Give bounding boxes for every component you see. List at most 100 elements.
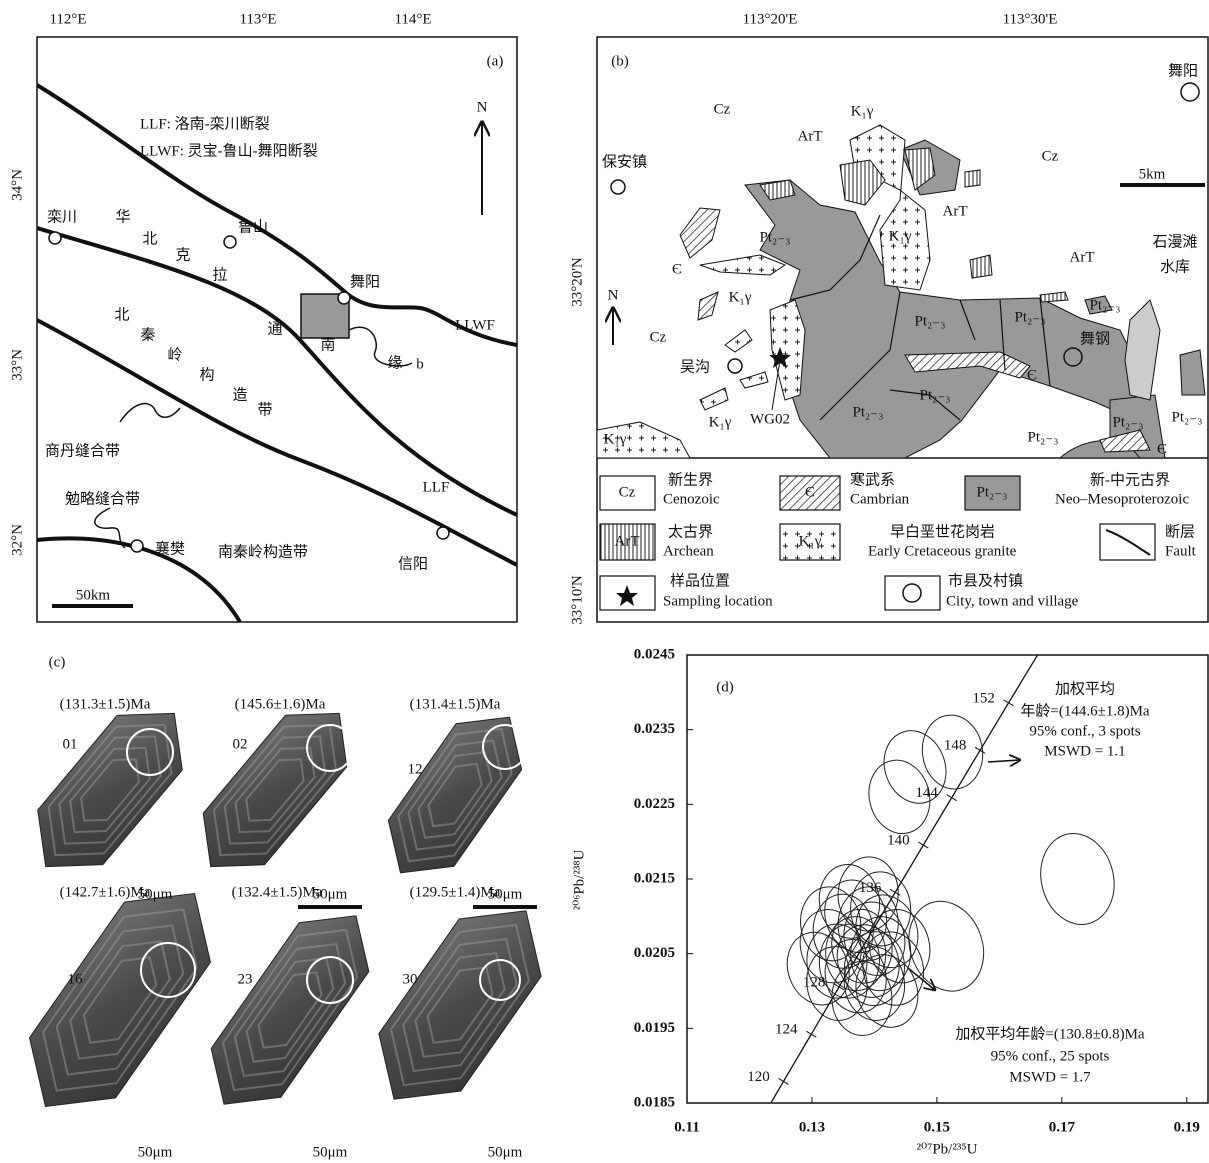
unit-label: Є — [1157, 441, 1167, 457]
zircon — [368, 694, 543, 896]
place: 信阳 — [398, 555, 428, 572]
arrow — [988, 760, 1020, 762]
age-label: 128 — [803, 974, 826, 990]
lon-label: 113°E — [239, 11, 276, 27]
unit-label: Pt₂₋₃ — [1090, 297, 1121, 313]
legend-en: Early Cretaceous granite — [868, 543, 1017, 559]
error-ellipse — [1031, 826, 1123, 933]
lat-label: 34°N — [9, 169, 25, 201]
lon-label: 112°E — [49, 11, 86, 27]
zircon-body — [368, 694, 543, 896]
unit-label: Є — [672, 261, 682, 277]
place: 保安镇 — [602, 153, 647, 170]
age-label: 148 — [944, 738, 967, 754]
unit-label: Pt₂₋₃ — [1028, 429, 1059, 445]
age-tick — [779, 1078, 789, 1084]
zircon — [353, 882, 567, 1128]
unit-label: Є — [1027, 367, 1037, 383]
zircon-body — [13, 686, 207, 894]
label: 南秦岭构造带 — [218, 543, 308, 560]
label: N — [608, 287, 619, 303]
annotation: MSWD = 1.1 — [1044, 743, 1125, 759]
unit-label: K₁γ — [604, 431, 627, 447]
legend-box — [885, 576, 940, 610]
spot: 01 — [63, 736, 78, 752]
unit-label: K₁γ — [729, 289, 752, 305]
annotation: MSWD = 1.7 — [1009, 1069, 1091, 1085]
age-tick — [975, 747, 985, 753]
label: WG02 — [750, 411, 790, 427]
zircons — [2, 686, 566, 1163]
age-label: 152 — [972, 690, 995, 706]
x-tick-label: 0.11 — [674, 1119, 699, 1135]
legend-en: Fault — [1165, 543, 1197, 559]
zircon-body — [189, 891, 391, 1128]
panel-label: (d) — [716, 679, 734, 695]
label: 北 — [114, 306, 129, 323]
unit-label: ArT — [1070, 249, 1095, 265]
legend-zh: 样品位置 — [670, 572, 730, 589]
label: 带 — [257, 401, 272, 418]
unit-label: K₁γ — [851, 103, 874, 119]
figure: (a)112°E113°E114°E34°N33°N32°NLLF: 洛南-栾川… — [0, 0, 1209, 1163]
label: 勉略缝合带 — [65, 490, 140, 507]
lon-label: 113°20'E — [743, 11, 798, 27]
legend-symbol: Pt₂₋₃ — [977, 484, 1008, 500]
legend-en: Cambrian — [850, 491, 910, 507]
zircon — [180, 688, 370, 893]
label: 构 — [199, 366, 214, 383]
age: (132.4±1.5)Ma — [232, 884, 323, 900]
unit-label: ArT — [798, 128, 823, 144]
lat-label: 33°10'N — [569, 575, 585, 625]
place: 栾川 — [47, 208, 77, 225]
label: 通 — [267, 320, 282, 337]
scale-label: 50μm — [488, 1144, 523, 1160]
legend-symbol: K₁γ — [799, 533, 822, 549]
unit-label: Cz — [650, 329, 667, 345]
unit-label: Pt₂₋₃ — [1172, 409, 1203, 425]
page: (a)112°E113°E114°E34°N33°N32°NLLF: 洛南-栾川… — [0, 0, 1209, 1163]
legend-en: City, town and village — [946, 593, 1079, 609]
label: 岭 — [167, 346, 182, 363]
x-axis-label: ²⁰⁷Pb/²³⁵U — [917, 1141, 978, 1157]
unit-label: Pt₂₋₃ — [1015, 309, 1046, 325]
label: 造 — [232, 386, 247, 403]
age: (131.4±1.5)Ma — [410, 696, 501, 712]
y-tick-label: 0.0215 — [634, 870, 675, 886]
label: 50km — [76, 587, 111, 603]
label: 南 — [320, 336, 335, 353]
lat-label: 33°20'N — [569, 257, 585, 307]
label: 石漫滩 — [1152, 233, 1197, 250]
label: (b) — [611, 53, 629, 69]
unit-label: Pt₂₋₃ — [915, 313, 946, 329]
spot: 02 — [233, 736, 248, 752]
y-tick-label: 0.0205 — [634, 945, 675, 961]
label: N — [477, 99, 488, 115]
label: (c) — [49, 654, 66, 670]
lon-label: 113°30'E — [1003, 11, 1058, 27]
y-tick-label: 0.0225 — [634, 796, 675, 812]
age-tick — [947, 795, 957, 801]
unit-label: Pt₂₋₃ — [920, 387, 951, 403]
town — [224, 236, 236, 248]
legend-zh: 寒武系 — [850, 470, 895, 488]
age: (129.5±1.4)Ma — [410, 884, 501, 900]
label: (a) — [487, 53, 504, 69]
unit-label: ArT — [943, 203, 968, 219]
place: 吴沟 — [680, 358, 710, 375]
town — [338, 292, 350, 304]
y-axis-label: ²⁰⁶Pb/²³⁸U — [571, 849, 587, 910]
y-tick-label: 0.0195 — [634, 1020, 675, 1036]
x-tick-label: 0.13 — [799, 1119, 825, 1135]
legend-en: Cenozoic — [663, 491, 720, 507]
x-tick-label: 0.17 — [1049, 1119, 1076, 1135]
label: LLF — [423, 479, 450, 495]
legend-symbol: Cz — [619, 484, 636, 500]
error-ellipse — [897, 891, 996, 1002]
label: b — [416, 356, 424, 372]
x-tick-label: 0.19 — [1174, 1119, 1200, 1135]
zircon-body — [180, 688, 370, 893]
zircon — [189, 891, 391, 1128]
label: LLWF: 灵宝-鲁山-舞阳断裂 — [140, 142, 318, 159]
place: 舞钢 — [1080, 330, 1110, 347]
